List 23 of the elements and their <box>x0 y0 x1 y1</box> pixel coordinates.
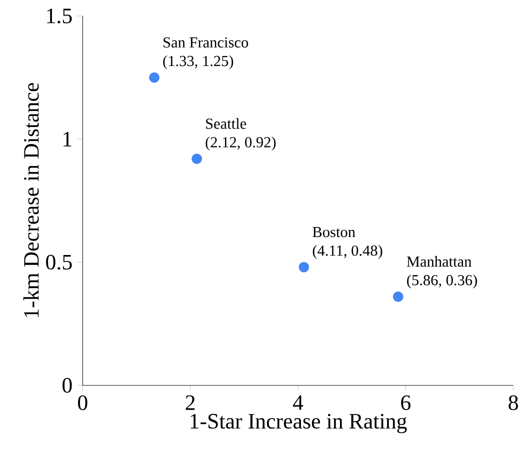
y-tick-label: 1.5 <box>47 8 72 24</box>
x-axis-title: 1-Star Increase in Rating <box>190 414 407 434</box>
annotation: (2.12, 0.92) <box>206 136 276 150</box>
series-label: Boston <box>312 226 356 238</box>
y-axis-title: 1-km Decrease in Distance <box>23 82 39 317</box>
x-tick-label: 6 <box>401 395 410 410</box>
x-tick-label: 4 <box>292 395 304 410</box>
point <box>298 262 310 272</box>
point <box>192 153 202 164</box>
point <box>149 72 160 83</box>
annotation: (4.11, 0.48) <box>312 244 382 259</box>
y-tick-label: 0.5 <box>46 254 72 270</box>
x-tick-label: 8 <box>508 395 518 410</box>
point <box>392 291 404 302</box>
y-tick-label: 1 <box>64 132 72 146</box>
series-label: San Francisco <box>164 37 248 48</box>
x-tick-label: 2 <box>186 395 195 410</box>
annotation: (1.33, 1.25) <box>163 55 234 70</box>
x-tick-label: 0 <box>78 395 88 410</box>
y-tick-label: 0 <box>62 378 72 393</box>
series-label: Seattle <box>206 118 246 129</box>
annotation: (5.86, 0.36) <box>407 274 477 288</box>
series-label: Manhattan <box>406 256 472 267</box>
